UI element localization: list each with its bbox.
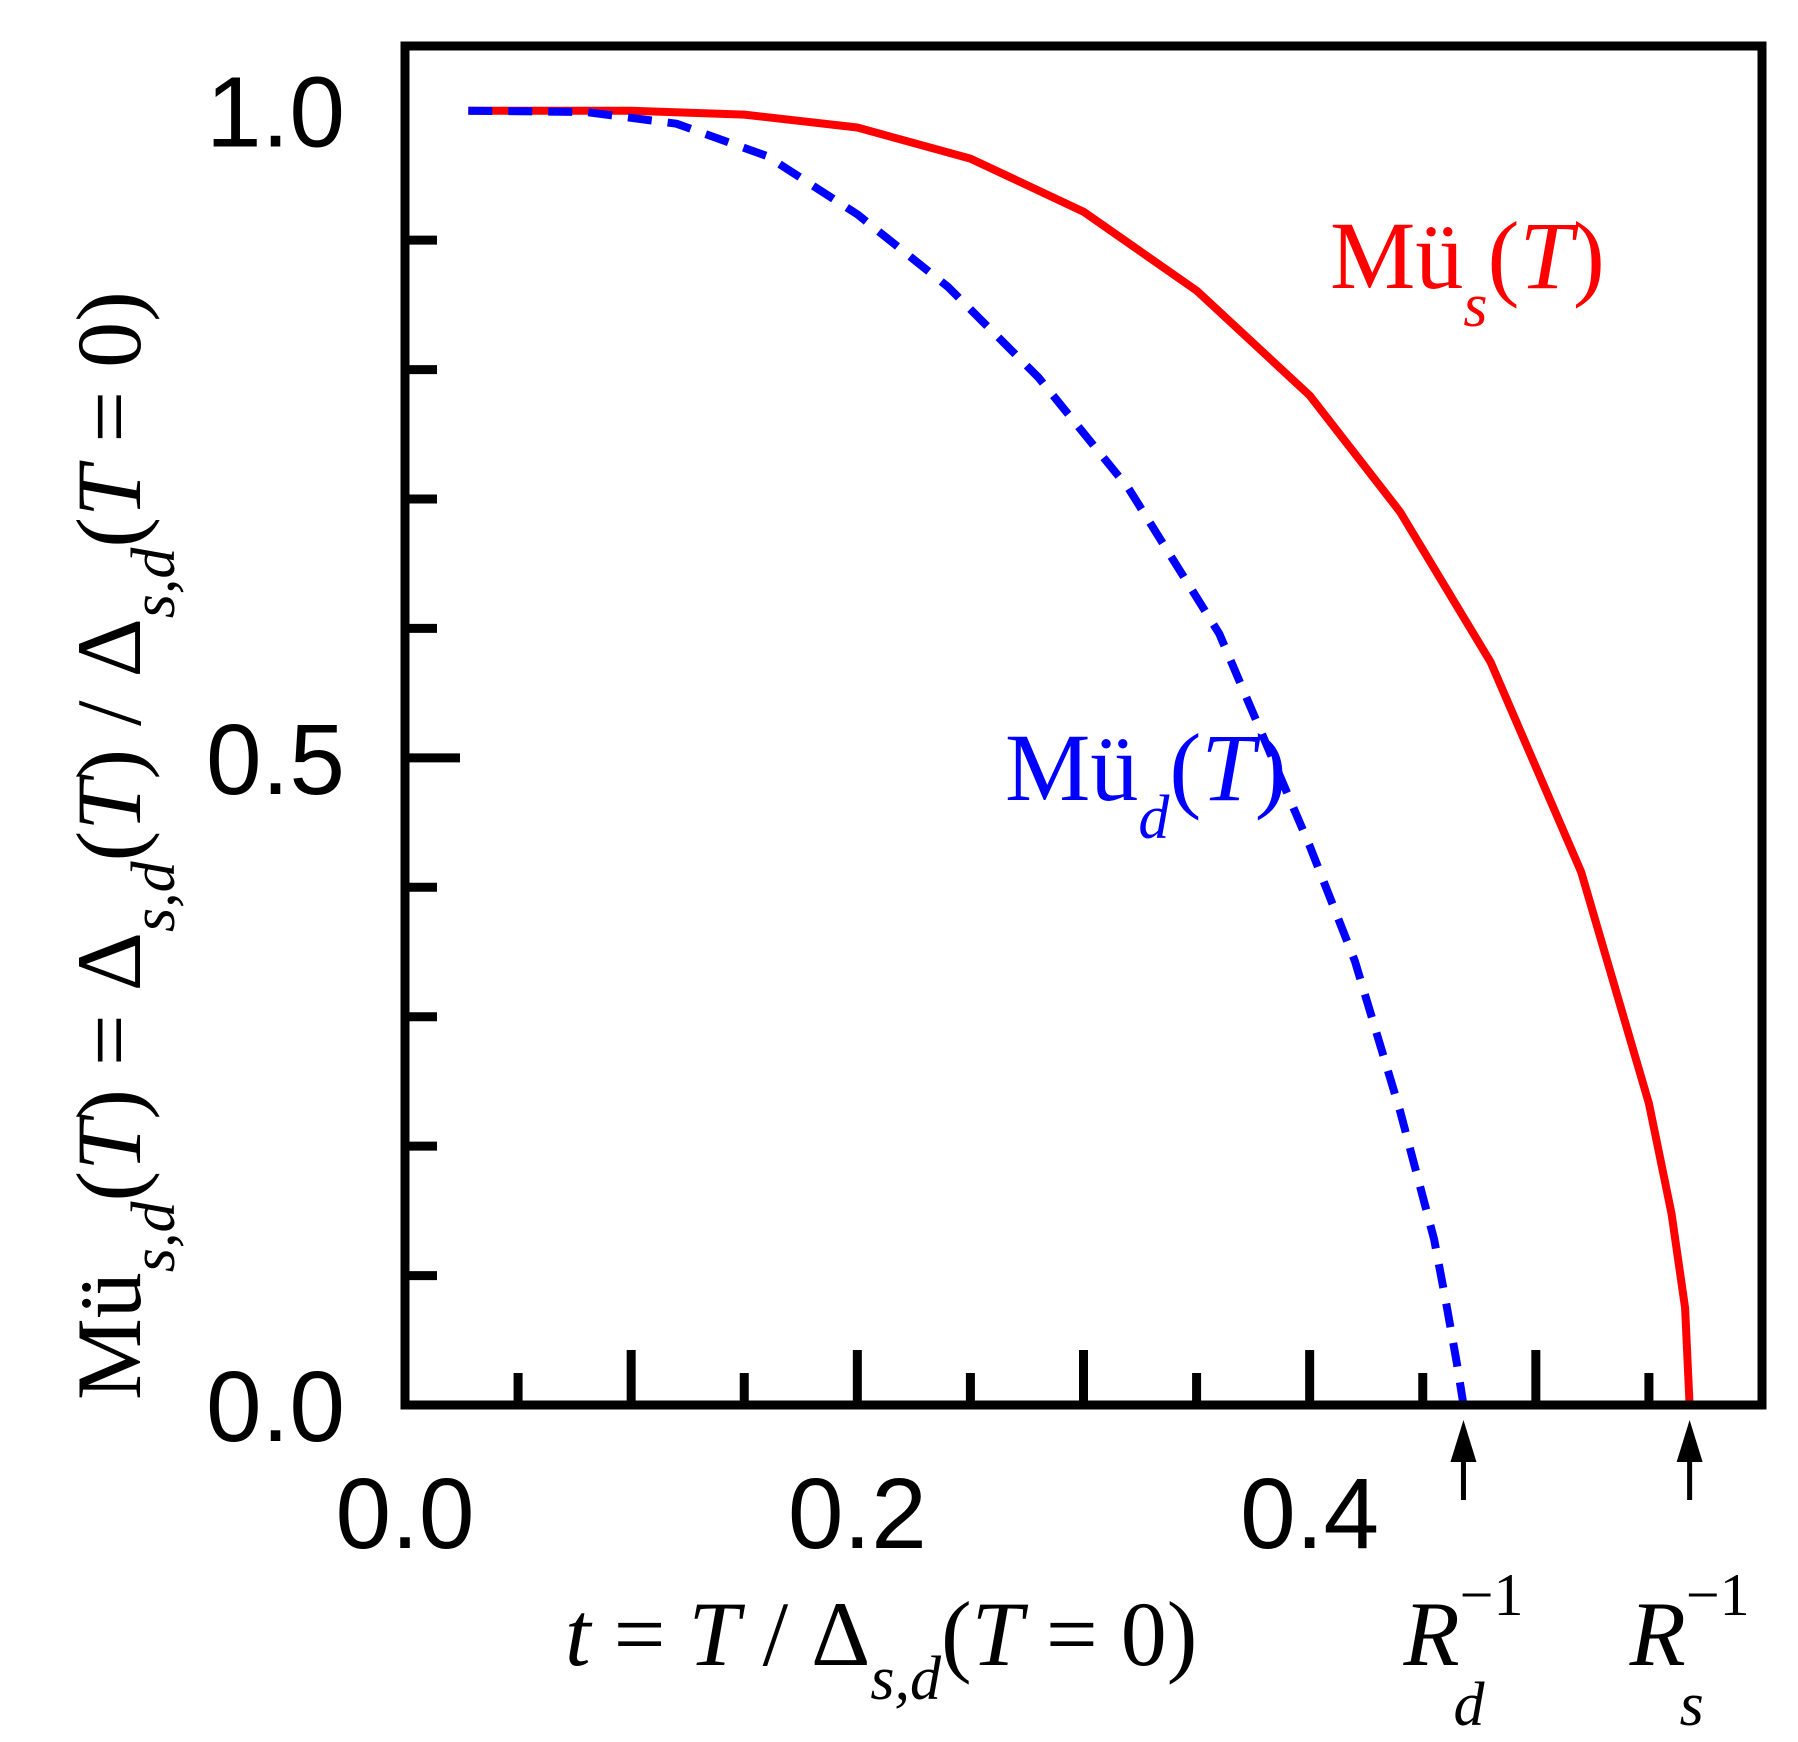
series-label-d: Müd(T): [1005, 714, 1287, 852]
x-tick-label: 0.0: [335, 1458, 474, 1570]
y-tick-label: 0.5: [206, 704, 345, 816]
annotation-label: R−1 s: [1629, 1562, 1750, 1739]
series-line-s: [468, 106, 1694, 1406]
series-layer: [468, 106, 1694, 1406]
arrow-head-icon: [1450, 1420, 1477, 1462]
annotation-d: R−1 d: [1402, 1420, 1524, 1739]
x-tick-label: 0.2: [788, 1458, 927, 1570]
axis-ticks: [405, 235, 1654, 1405]
arrow-head-icon: [1676, 1420, 1703, 1462]
y-axis-title: Müs,d(T) = Δs,d(T) / Δs,d(T = 0): [58, 291, 188, 1400]
x-tick-label: 0.4: [1240, 1458, 1379, 1570]
series-label-s: Müs(T): [1330, 202, 1605, 340]
series-line-d: [468, 106, 1468, 1406]
axis-tick-labels: 0.0 0.2 0.4 0.0 0.5 1.0: [206, 57, 1379, 1570]
annotation-label: R−1 d: [1402, 1562, 1523, 1739]
annotation-s: R−1 s: [1629, 1420, 1750, 1739]
annotations: R−1 d R−1 s: [1402, 1420, 1750, 1739]
y-tick-label: 1.0: [206, 57, 345, 169]
x-axis-title: t = T / Δs,d(T = 0): [565, 1583, 1197, 1713]
plot-frame: [400, 41, 1767, 1410]
y-tick-label: 0.0: [206, 1351, 345, 1463]
